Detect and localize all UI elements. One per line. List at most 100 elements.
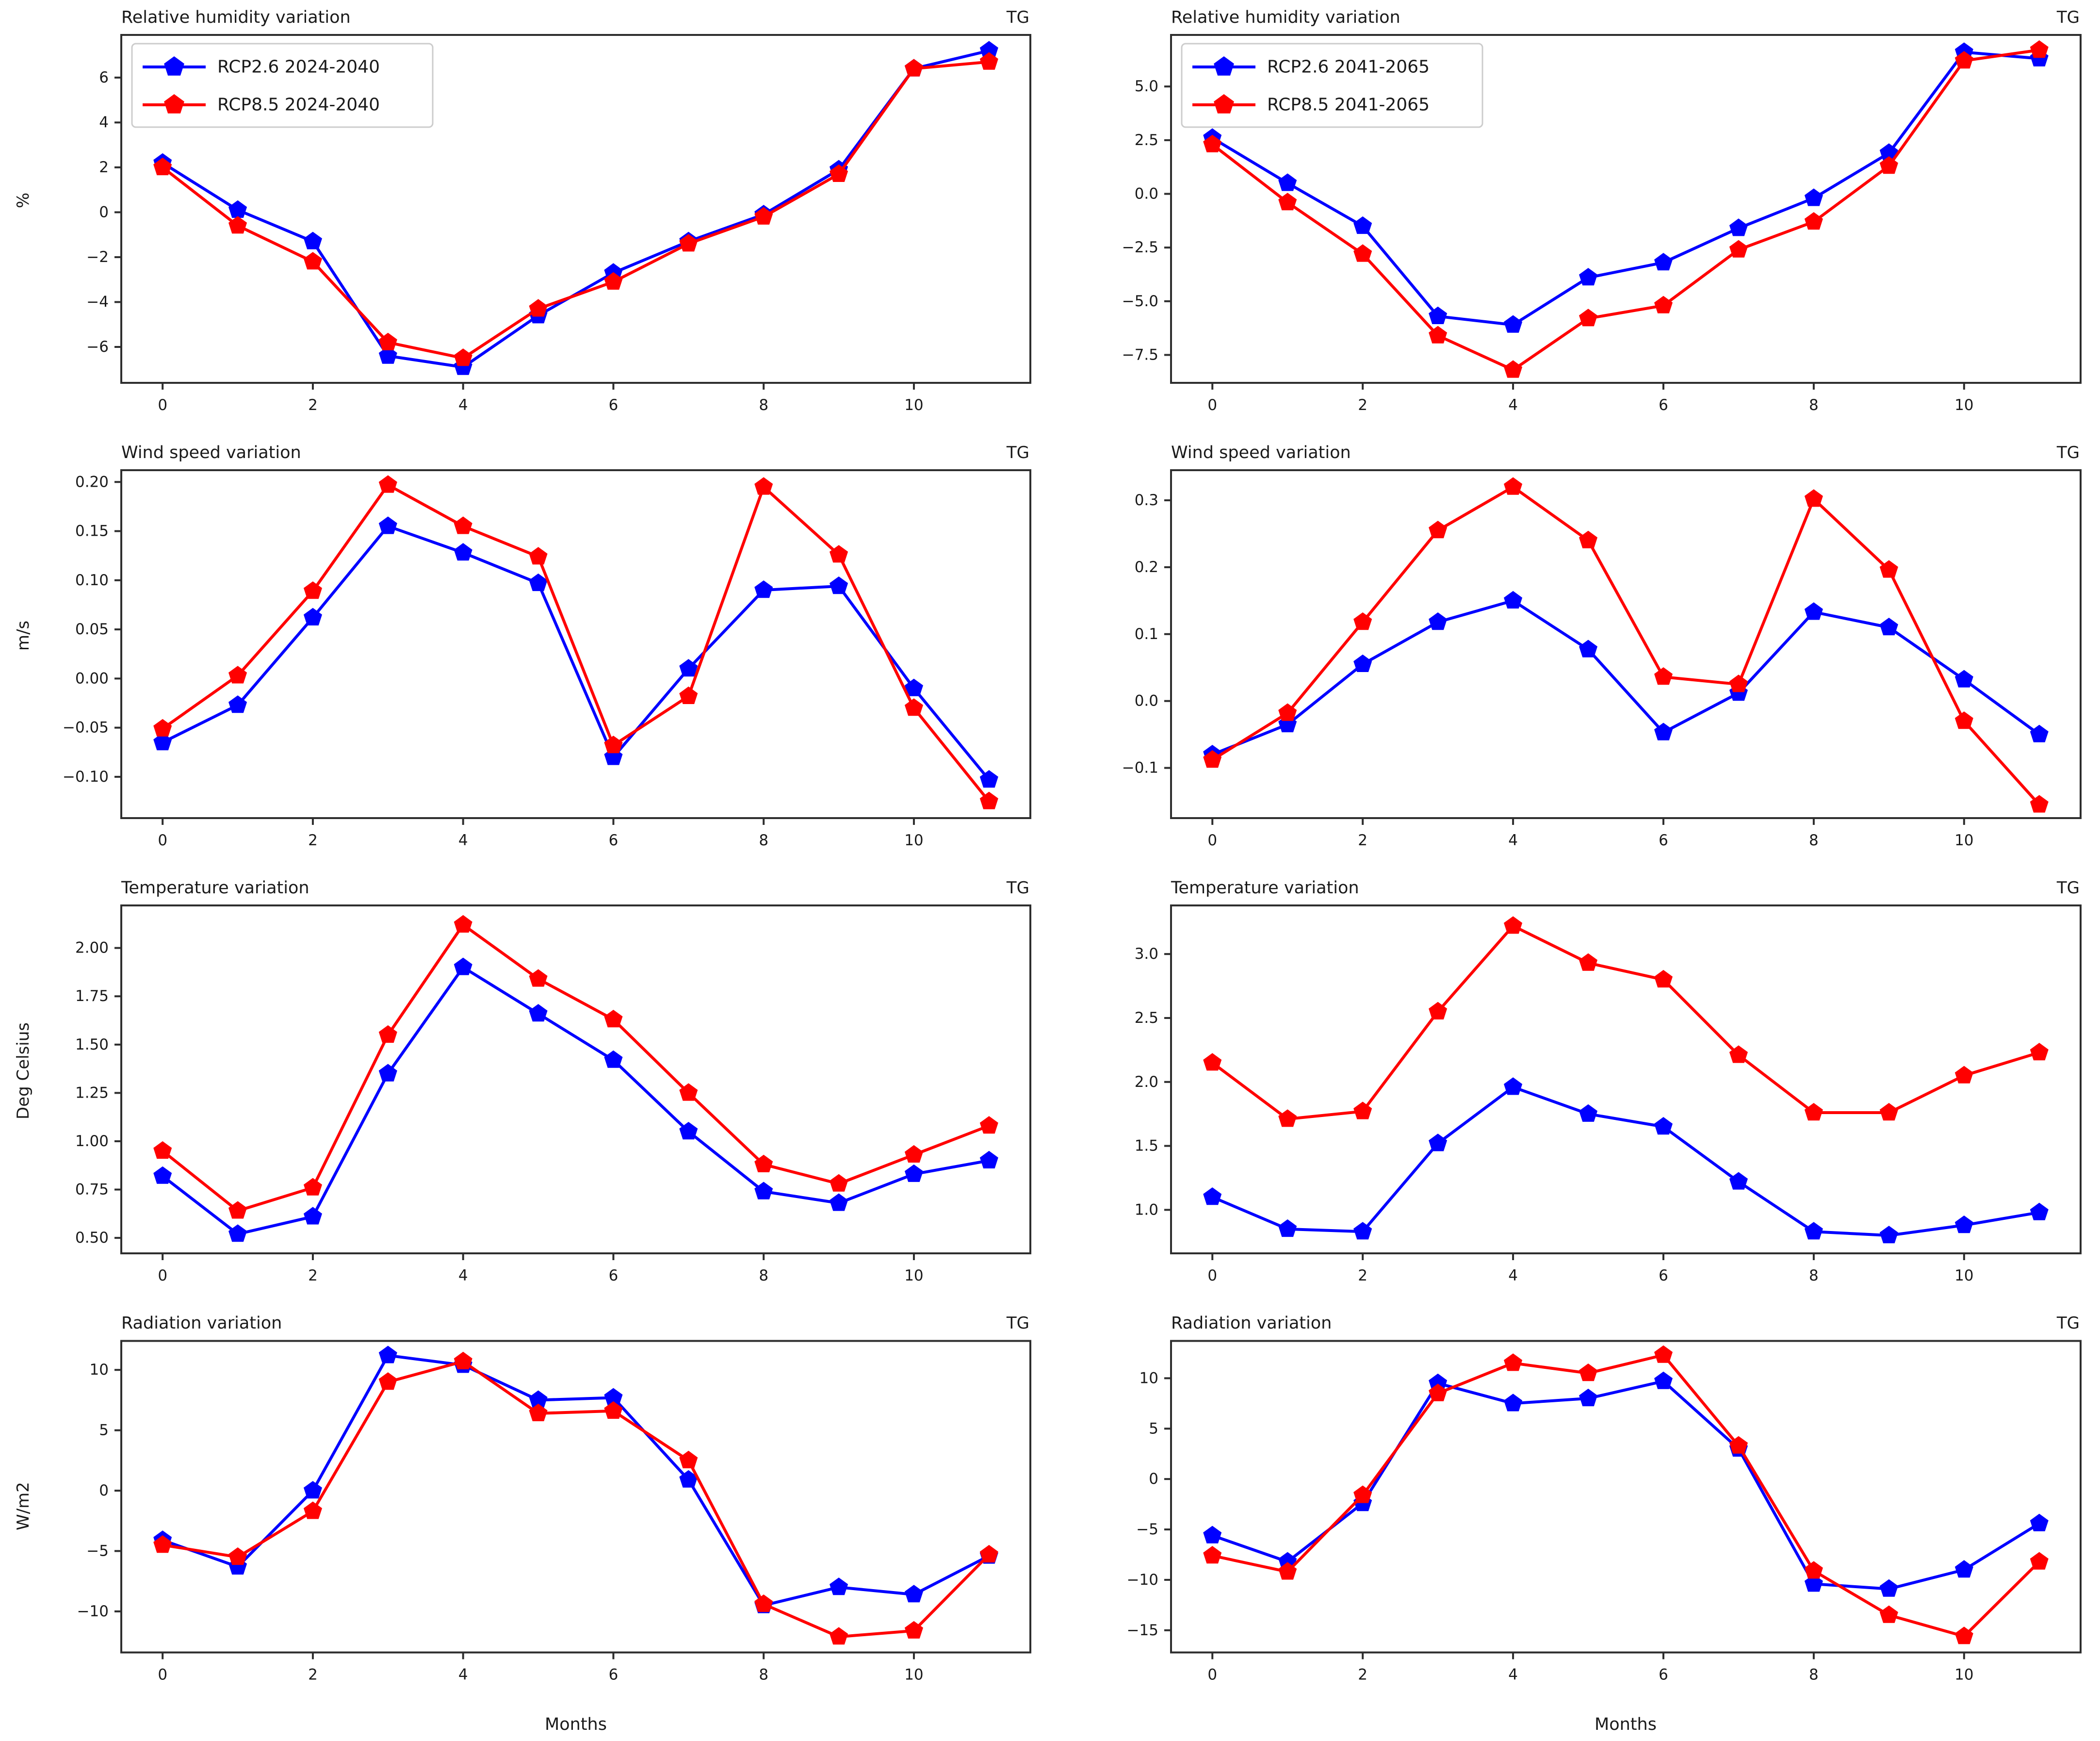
corner-label: TG xyxy=(2056,443,2080,462)
series-rcp85 xyxy=(1203,40,2049,378)
data-point-marker xyxy=(2030,1043,2049,1061)
y-tick-label: 0.15 xyxy=(75,523,109,540)
data-point-marker xyxy=(830,1627,848,1645)
data-point-marker xyxy=(1579,1388,1597,1407)
data-point-marker xyxy=(303,1178,322,1196)
data-point-marker xyxy=(679,1122,698,1140)
x-tick-label: 6 xyxy=(609,1666,619,1684)
legend-marker xyxy=(1214,56,1234,76)
plot-area: 10 5 0 −5 −10 0 2 4 6 8 10 xyxy=(77,1340,1031,1684)
plot-frame xyxy=(120,904,1031,1254)
x-tick-label: 10 xyxy=(904,1666,923,1684)
series-line xyxy=(162,966,990,1236)
data-point-marker xyxy=(979,1116,998,1134)
x-tick-label: 8 xyxy=(759,1666,768,1684)
y-tick-label: 2.5 xyxy=(1135,131,1158,149)
data-point-marker xyxy=(1654,667,1673,685)
y-tick-label: −4 xyxy=(86,293,109,311)
corner-label: TG xyxy=(1006,1314,1029,1333)
data-point-marker xyxy=(754,1154,773,1172)
data-point-marker xyxy=(1278,1219,1297,1237)
x-axis-label: Months xyxy=(1595,1715,1657,1734)
x-tick-label: 8 xyxy=(1809,832,1819,849)
x-tick-label: 4 xyxy=(458,832,468,849)
legend-label: RCP8.5 2041-2065 xyxy=(1267,95,1430,115)
y-tick-label: 0.05 xyxy=(75,621,109,638)
x-axis-ticks: 0 2 4 6 8 10 xyxy=(158,818,924,849)
series-line xyxy=(1211,50,2040,327)
x-tick-label: 6 xyxy=(1659,1267,1668,1284)
data-point-marker xyxy=(830,1193,848,1211)
x-axis-ticks: 0 2 4 6 8 10 xyxy=(1207,1253,1974,1284)
data-point-marker xyxy=(1654,1117,1673,1135)
data-point-marker xyxy=(228,695,247,713)
data-point-marker xyxy=(228,1224,247,1242)
data-point-marker xyxy=(1804,1103,1823,1121)
plot-area: 10 5 0 −5 −10 −15 0 2 4 6 8 10 xyxy=(1127,1340,2082,1684)
x-tick-label: 4 xyxy=(1508,1666,1518,1684)
data-point-marker xyxy=(1353,1222,1372,1240)
data-point-marker xyxy=(153,1535,172,1553)
plot-area: 3.0 2.5 2.0 1.5 1.0 0 2 4 6 8 10 xyxy=(1135,904,2082,1284)
series-line xyxy=(1212,1380,2040,1591)
series-line xyxy=(1211,49,2040,372)
data-point-marker xyxy=(1429,521,1448,539)
series-rcp85 xyxy=(153,915,998,1219)
plot-area: 5.0 2.5 0.0 −2.5 −5.0 −7.5 0 2 4 6 8 10 RCP2.6 2041-… xyxy=(1122,34,2082,414)
data-point-marker xyxy=(2030,795,2049,813)
legend: RCP2.6 2041-2065 RCP8.5 2041-2065 xyxy=(1181,43,1483,128)
data-point-marker xyxy=(2030,1552,2049,1570)
x-tick-label: 2 xyxy=(1358,1267,1367,1284)
data-point-marker xyxy=(454,348,472,366)
y-tick-label: 5.0 xyxy=(1135,78,1158,95)
data-point-marker xyxy=(1203,134,1222,152)
x-tick-label: 4 xyxy=(458,1267,468,1284)
data-point-marker xyxy=(1278,1109,1297,1127)
data-point-marker xyxy=(1804,602,1823,620)
legend-box xyxy=(131,43,434,128)
data-point-marker xyxy=(228,1201,247,1219)
data-point-marker xyxy=(454,543,472,561)
data-point-marker xyxy=(754,580,773,598)
x-tick-label: 8 xyxy=(759,396,768,414)
data-point-marker xyxy=(1278,193,1297,211)
plot-frame xyxy=(1170,1340,2082,1654)
data-point-marker xyxy=(1429,1133,1448,1151)
data-point-marker xyxy=(228,1547,247,1565)
data-point-marker xyxy=(1879,143,1898,161)
y-tick-label: −5 xyxy=(1136,1521,1158,1538)
data-point-marker xyxy=(1203,750,1222,768)
y-tick-label: 0.75 xyxy=(75,1181,109,1199)
x-tick-label: 0 xyxy=(158,832,167,849)
plot-frame xyxy=(1170,904,2082,1254)
data-point-marker xyxy=(1879,1605,1898,1623)
data-point-marker xyxy=(378,475,397,493)
data-point-marker xyxy=(979,1544,998,1563)
x-tick-label: 8 xyxy=(759,1267,768,1284)
y-tick-label: 1.5 xyxy=(1135,1137,1158,1155)
data-point-marker xyxy=(228,666,247,684)
data-point-marker xyxy=(153,733,172,751)
data-point-marker xyxy=(378,1064,397,1082)
plot-frame xyxy=(120,469,1031,819)
data-point-marker xyxy=(904,1585,923,1603)
x-tick-label: 0 xyxy=(158,396,167,414)
data-point-marker xyxy=(1729,240,1748,258)
series-rcp26 xyxy=(153,957,998,1242)
data-point-marker xyxy=(1353,1101,1372,1119)
y-axis-ticks: 6 4 2 0 −2 −4 −6 xyxy=(86,69,121,356)
series-rcp85 xyxy=(153,475,998,809)
data-point-marker xyxy=(1278,173,1297,191)
data-point-marker xyxy=(454,516,472,534)
y-tick-label: 2.0 xyxy=(1135,1073,1158,1091)
data-point-marker xyxy=(2030,1513,2049,1531)
data-point-marker xyxy=(1504,315,1523,333)
x-tick-label: 4 xyxy=(458,396,468,414)
x-axis-ticks: 0 2 4 6 8 10 xyxy=(158,1652,924,1684)
x-tick-label: 6 xyxy=(1659,396,1668,414)
data-point-marker xyxy=(1504,1353,1523,1371)
data-point-marker xyxy=(228,200,247,218)
subplot-temperature-2041-2065: Temperature variation TG 3.0 2.5 2.0 1.5 1.0… xyxy=(1050,870,2100,1306)
data-point-marker xyxy=(979,791,998,809)
data-point-marker xyxy=(1654,723,1673,740)
